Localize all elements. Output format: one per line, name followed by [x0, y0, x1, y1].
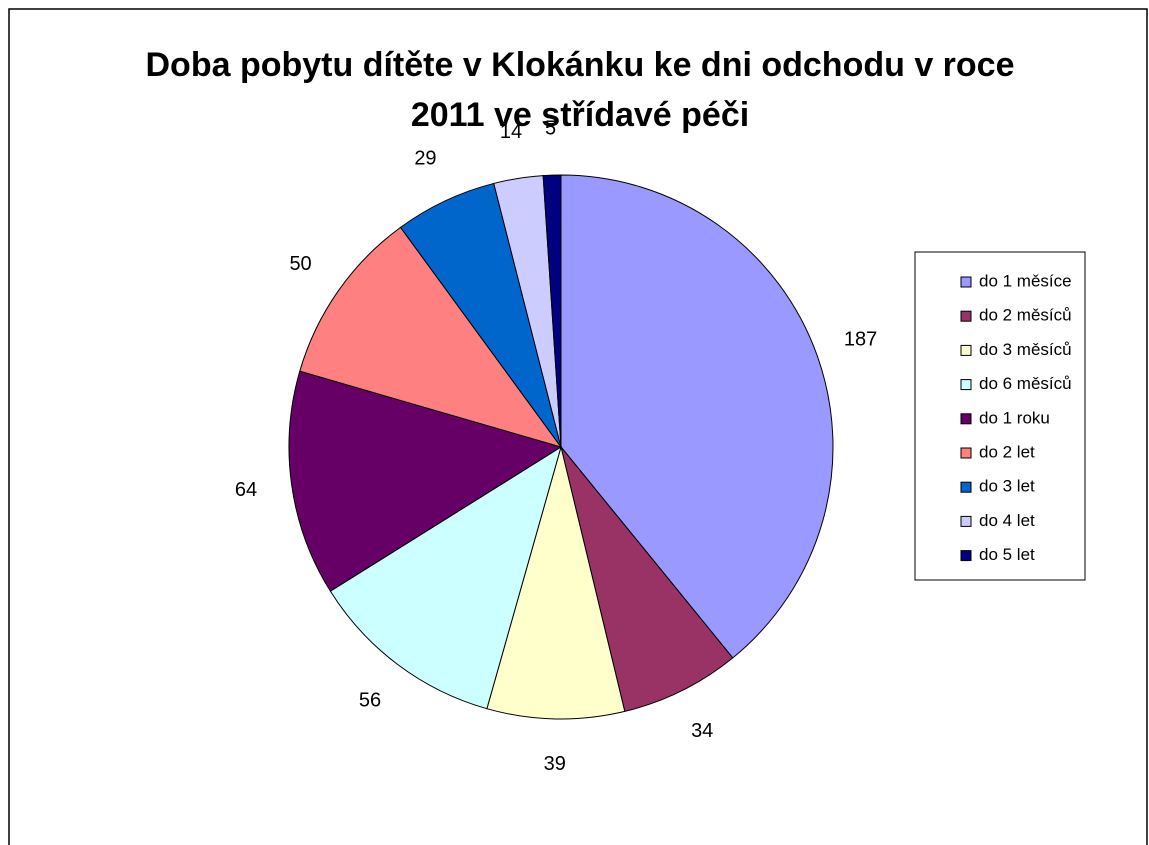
- data-label: 50: [289, 253, 311, 275]
- data-label: 34: [691, 720, 713, 742]
- legend-label: do 3 měsíců: [979, 340, 1072, 359]
- pie-slice: [486, 445, 626, 720]
- pie-slice: [560, 174, 834, 659]
- legend-label: do 4 let: [979, 511, 1035, 530]
- legend-swatch: [960, 413, 972, 425]
- legend-label: do 1 roku: [979, 408, 1050, 427]
- pie-slice: [329, 445, 562, 710]
- legend-label: do 6 měsíců: [979, 374, 1072, 393]
- legend-swatch: [960, 310, 972, 322]
- legend-swatch: [960, 344, 972, 356]
- data-label: 39: [544, 753, 566, 775]
- pie-slice: [560, 446, 734, 713]
- data-label: 29: [414, 148, 436, 170]
- pie-slice: [288, 370, 563, 592]
- legend-swatch: [960, 276, 972, 288]
- legend-box: [914, 251, 1086, 581]
- data-label: 56: [359, 690, 381, 712]
- legend-swatch: [960, 447, 972, 459]
- legend-label: do 5 let: [979, 545, 1035, 564]
- data-label: 187: [844, 329, 877, 351]
- chart-title: Doba pobytu dítěte v Klokánku ke dni odc…: [145, 46, 1015, 134]
- legend-label: do 2 let: [979, 442, 1035, 461]
- pie-slice: [299, 226, 563, 448]
- legend-label: do 3 let: [979, 477, 1035, 496]
- legend-swatch: [960, 515, 972, 527]
- pie-slice: [542, 174, 562, 448]
- chart-frame: [8, 8, 1148, 845]
- legend-label: do 2 měsíců: [979, 306, 1072, 325]
- data-label: 14: [500, 121, 522, 143]
- data-label: 5: [545, 117, 556, 139]
- legend-swatch: [960, 550, 972, 562]
- data-label: 64: [235, 479, 257, 501]
- legend-swatch: [960, 379, 972, 391]
- legend-label: do 1 měsíce: [979, 271, 1072, 290]
- legend-swatch: [960, 481, 972, 493]
